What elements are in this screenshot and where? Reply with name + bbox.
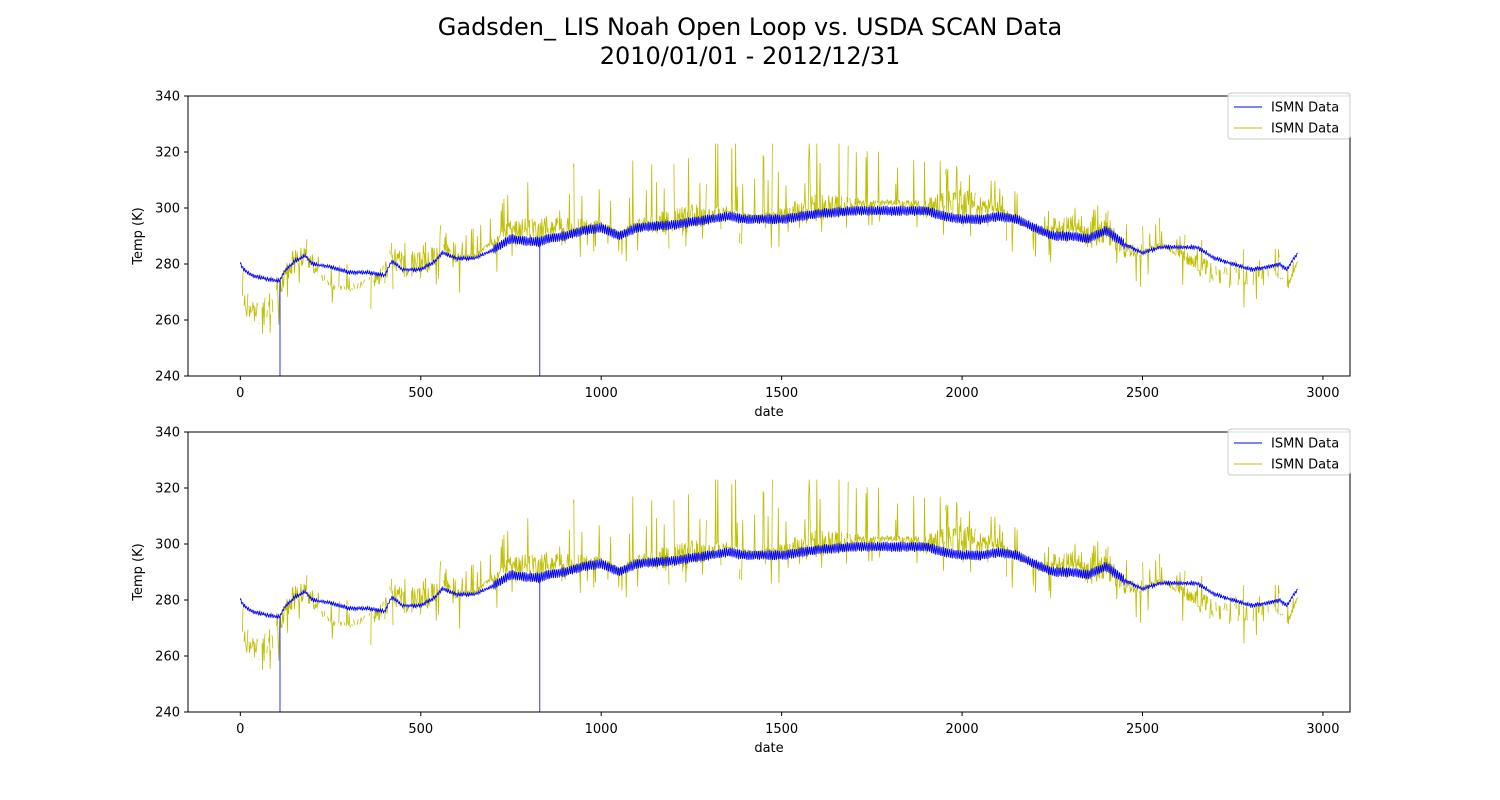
x-tick-label: 2500 <box>1126 722 1159 737</box>
plot-area <box>188 432 1350 712</box>
axes-frame <box>187 431 1351 713</box>
y-tick-label: 260 <box>155 314 180 329</box>
x-tick-label: 500 <box>408 386 433 401</box>
series-blue-line <box>239 541 1298 712</box>
subplot-bottom: 0 500 1000 1500 2000 2500 3000 240 260 280 300 320 3… <box>131 426 1351 756</box>
y-tick-label: 300 <box>155 202 180 217</box>
x-tick-label: 1500 <box>765 722 798 737</box>
chart-title-line1: Gadsden_ LIS Noah Open Loop vs. USDA SCA… <box>438 13 1062 41</box>
y-tick-label: 320 <box>155 482 180 497</box>
x-tick-label: 2500 <box>1126 386 1159 401</box>
x-tick-label: 1000 <box>585 722 618 737</box>
y-tick-label: 260 <box>155 650 180 665</box>
y-axis-label: Temp (K) <box>131 207 146 265</box>
subplot-top: 0 500 1000 1500 2000 2500 3000 240 260 280 300 320 3… <box>131 90 1351 420</box>
y-tick-label: 280 <box>155 258 180 273</box>
plot-lines <box>239 479 1298 712</box>
axes-frame <box>187 95 1351 377</box>
x-tick-label: 2000 <box>946 386 979 401</box>
legend-label: ISMN Data <box>1271 437 1339 452</box>
y-tick-label: 300 <box>155 538 180 553</box>
x-tick-label: 1500 <box>765 386 798 401</box>
x-tick-label: 500 <box>408 722 433 737</box>
y-tick-label: 240 <box>155 706 180 721</box>
series-blue-line <box>239 205 1298 376</box>
y-tick-label: 340 <box>155 426 180 441</box>
legend-label: ISMN Data <box>1271 122 1339 137</box>
series-yellow-line <box>242 479 1298 671</box>
legend-label: ISMN Data <box>1271 101 1339 116</box>
y-tick-label: 240 <box>155 370 180 385</box>
legend: ISMN Data ISMN Data <box>1227 428 1351 476</box>
legend-label: ISMN Data <box>1271 458 1339 473</box>
x-tick-label: 1000 <box>585 386 618 401</box>
y-axis-label: Temp (K) <box>131 543 146 601</box>
x-tick-label: 0 <box>236 386 244 401</box>
y-tick-label: 340 <box>155 90 180 105</box>
x-tick-label: 3000 <box>1306 386 1339 401</box>
plot-lines <box>239 143 1298 376</box>
chart-title-line2: 2010/01/01 - 2012/12/31 <box>600 42 901 70</box>
legend: ISMN Data ISMN Data <box>1227 92 1351 140</box>
series-yellow-line <box>242 143 1298 335</box>
x-axis-label: date <box>754 741 783 756</box>
plot-area <box>188 96 1350 376</box>
y-tick-label: 280 <box>155 594 180 609</box>
y-tick-label: 320 <box>155 146 180 161</box>
x-tick-label: 3000 <box>1306 722 1339 737</box>
x-axis-label: date <box>754 405 783 420</box>
x-tick-label: 2000 <box>946 722 979 737</box>
x-tick-label: 0 <box>236 722 244 737</box>
